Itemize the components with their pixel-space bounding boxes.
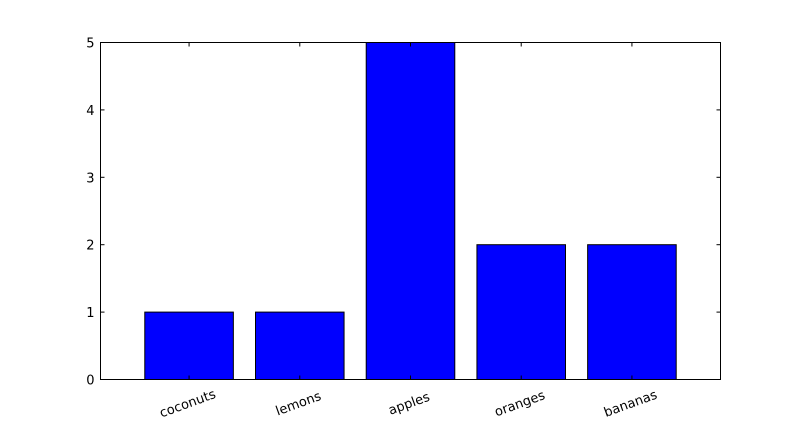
y-tick-label-1: 1 — [86, 306, 94, 321]
x-tick-label-coconuts: coconuts — [158, 387, 218, 421]
x-tick-label-lemons: lemons — [274, 389, 324, 419]
y-tick-label-2: 2 — [86, 239, 94, 254]
bar-coconuts — [144, 311, 234, 381]
plot-area-frame — [100, 42, 721, 380]
bar-apples — [365, 42, 456, 380]
bar-lemons — [255, 311, 345, 381]
bar-oranges — [476, 244, 566, 380]
bars-layer — [144, 42, 677, 381]
x-tick-label-bananas: bananas — [602, 388, 659, 421]
y-tick-label-4: 4 — [86, 104, 94, 119]
y-tick-label-3: 3 — [86, 171, 94, 186]
bar-bananas — [587, 244, 677, 380]
y-tick-label-0: 0 — [86, 374, 94, 389]
x-tick-label-apples: apples — [387, 390, 433, 419]
y-tick-label-5: 5 — [86, 37, 94, 52]
x-tick-label-oranges: oranges — [493, 388, 548, 420]
